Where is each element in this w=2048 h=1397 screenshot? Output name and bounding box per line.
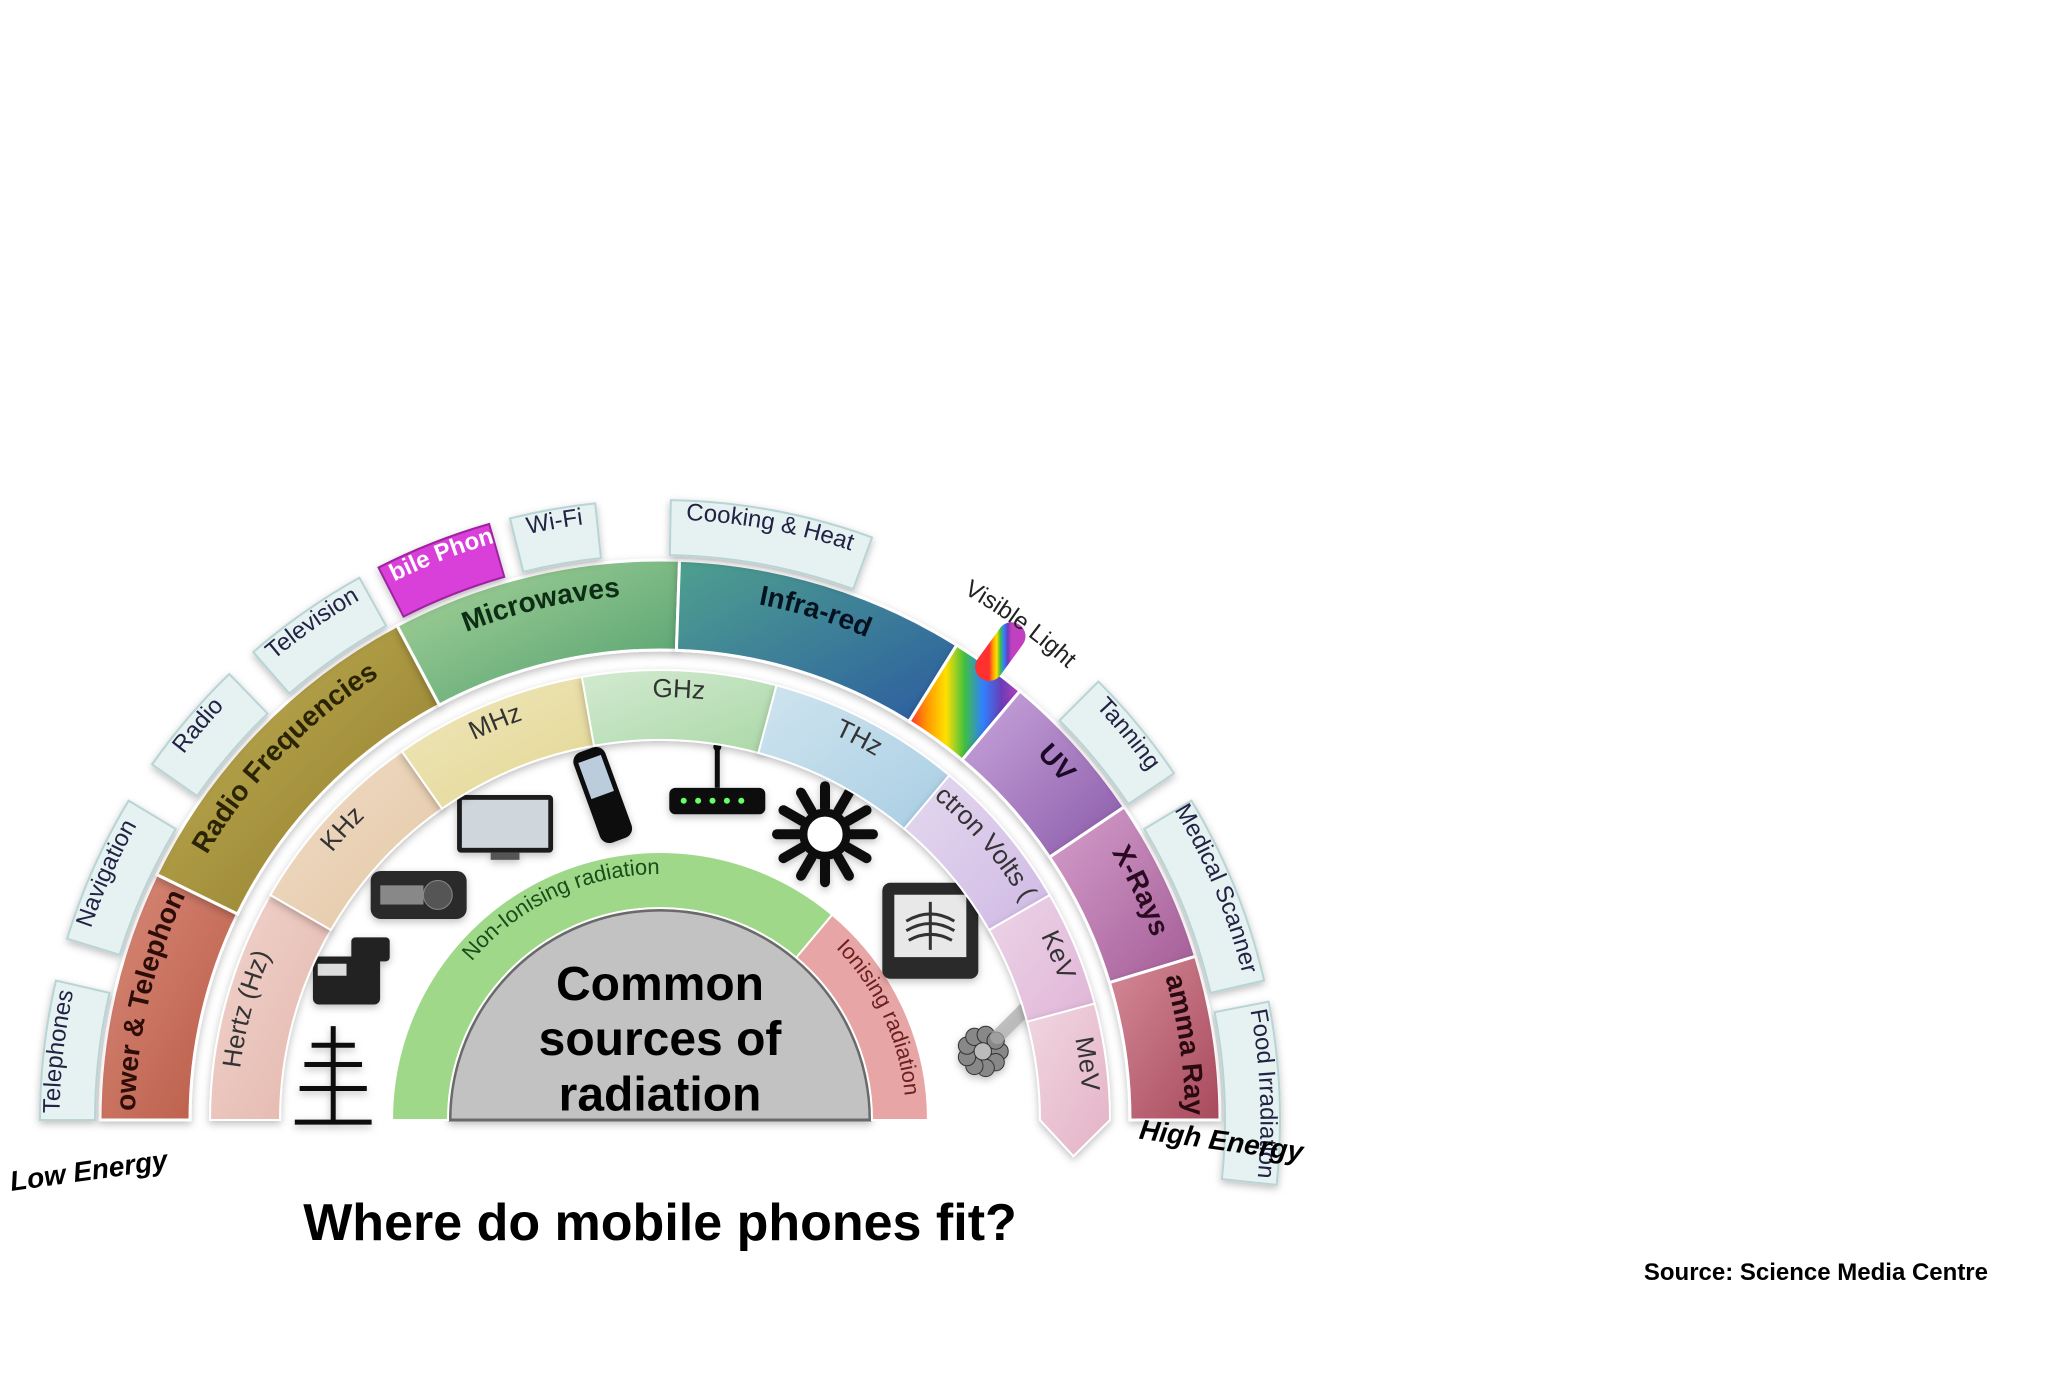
unit-label: GHz [652, 673, 706, 705]
pylon-icon [295, 1026, 372, 1122]
low-energy-label: Low Energy [8, 1144, 171, 1197]
telephone-icon [313, 937, 390, 1004]
application-label: Mobile Phones [0, 0, 497, 587]
sun-icon [777, 786, 873, 882]
radiation-spectrum-diagram: Commonsources ofradiationNon-Ionising ra… [0, 0, 2048, 1397]
source-footer: Source: Science Media Centre [1644, 1259, 1988, 1286]
tv-icon [457, 795, 553, 860]
center-title: Commonsources ofradiation [539, 958, 783, 1121]
mobile-icon [570, 744, 634, 846]
xray-icon [882, 883, 978, 979]
caption: Where do mobile phones fit? [303, 1194, 1017, 1252]
visible-light-stem [989, 636, 1011, 667]
router-icon [669, 743, 765, 814]
radio-icon [371, 871, 467, 919]
